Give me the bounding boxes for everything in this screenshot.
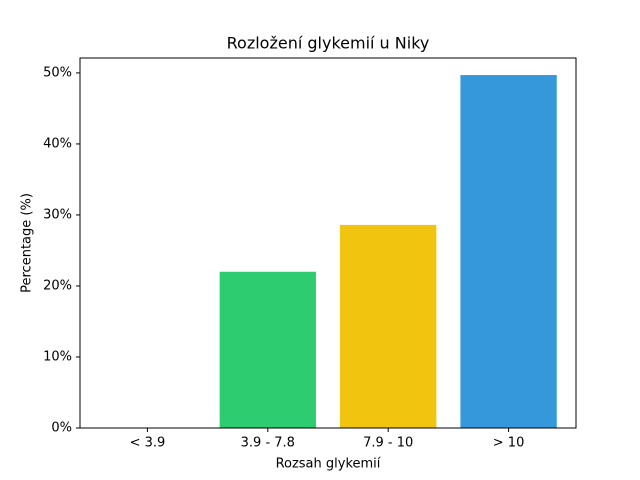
bar bbox=[340, 224, 437, 428]
x-axis-label: Rozsah glykemií bbox=[276, 457, 381, 472]
chart-title: Rozložení glykemií u Niky bbox=[227, 34, 430, 53]
y-tick-label: 0% bbox=[51, 421, 72, 436]
axes-frame bbox=[79, 57, 577, 429]
y-tick-label: 40% bbox=[43, 136, 72, 151]
y-axis-label: Percentage (%) bbox=[20, 193, 35, 293]
y-tick-label: 30% bbox=[43, 207, 72, 222]
y-tick-label: 50% bbox=[43, 65, 72, 80]
y-tick-label: 20% bbox=[43, 278, 72, 293]
x-tick-label: 7.9 - 10 bbox=[363, 436, 413, 451]
bar bbox=[219, 271, 316, 428]
bar bbox=[460, 75, 557, 429]
x-tick-label: 3.9 - 7.8 bbox=[241, 436, 295, 451]
x-tick-label: < 3.9 bbox=[130, 436, 166, 451]
x-tick-label: > 10 bbox=[493, 436, 525, 451]
y-tick-label: 10% bbox=[43, 349, 72, 364]
